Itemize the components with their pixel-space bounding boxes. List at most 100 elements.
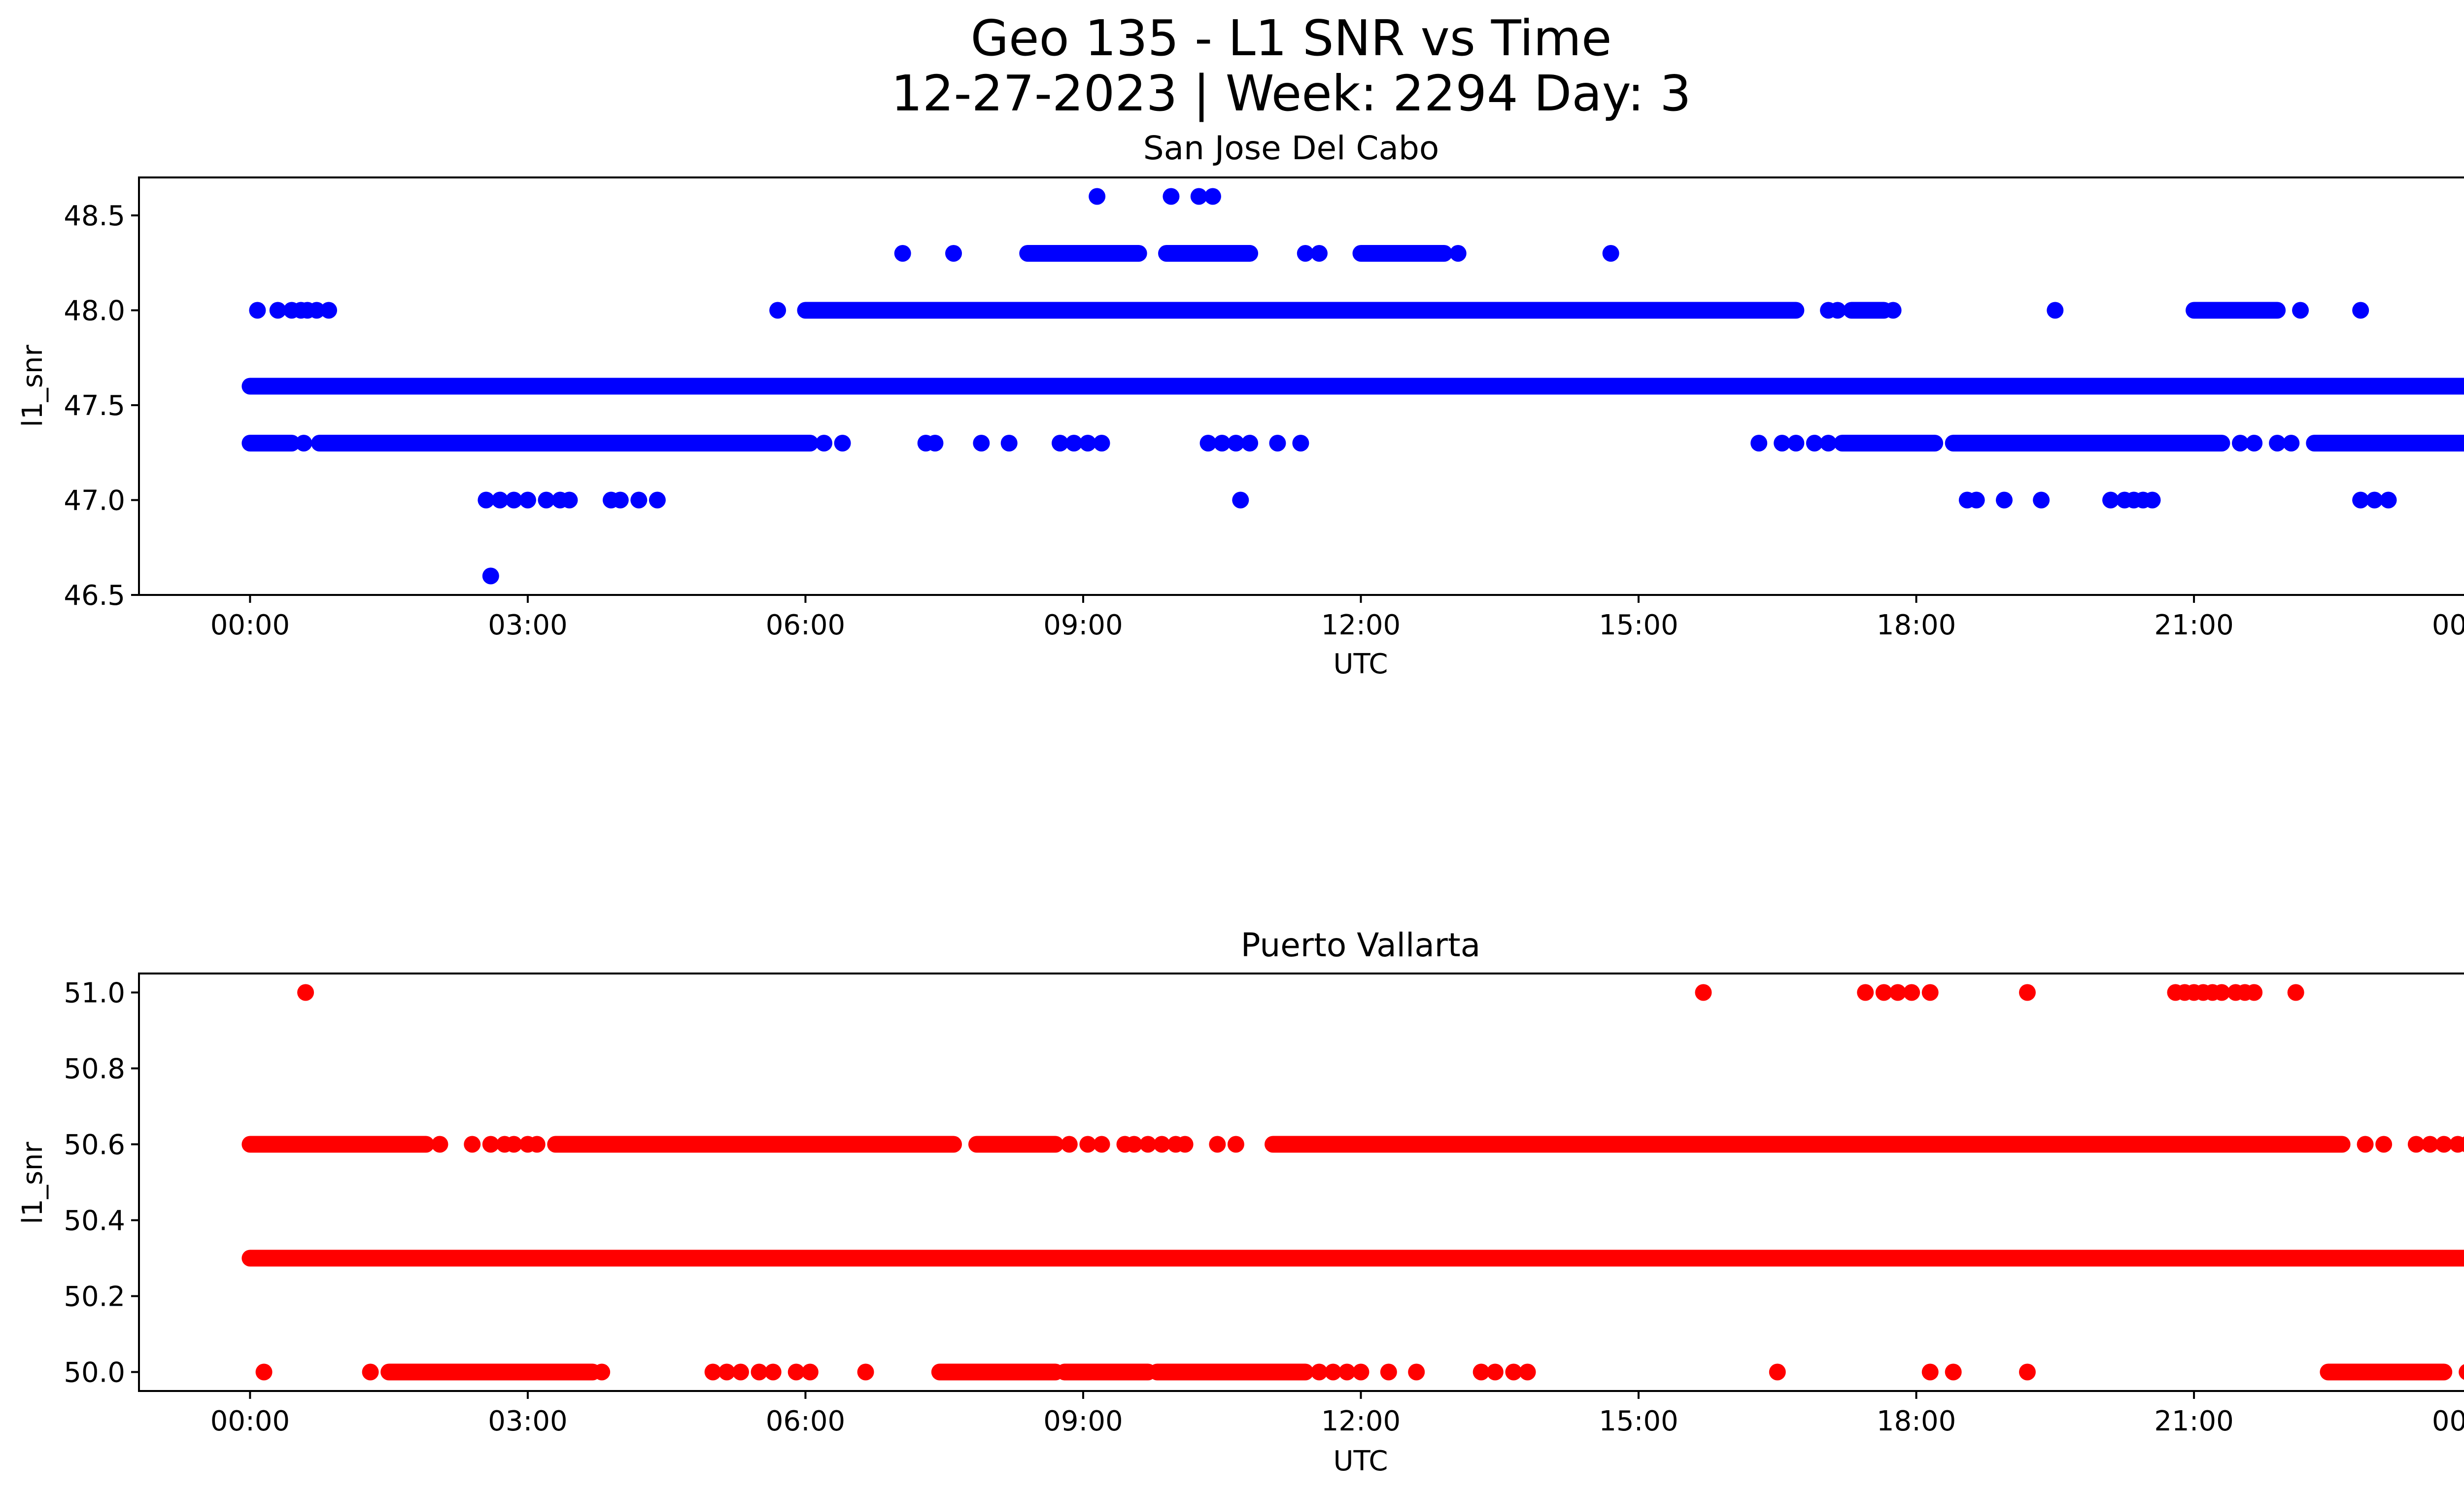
figure-title-line1: Geo 135 - L1 SNR vs Time: [971, 9, 1612, 67]
x-tick-label: 00:00: [210, 609, 290, 641]
data-point-27: [1806, 435, 1823, 452]
data-point-27: [1093, 1136, 1110, 1153]
data-point-76: [1204, 188, 1221, 205]
data-point-45: [593, 1363, 611, 1381]
data-point-63: [1519, 1363, 1536, 1381]
data-point-59: [482, 567, 499, 585]
data-point-75: [1190, 188, 1207, 205]
data-point-34: [1209, 1136, 1226, 1153]
data-point-13: [2213, 984, 2230, 1001]
data-point-46: [1232, 491, 1249, 509]
data-point-36: [491, 491, 509, 509]
data-point-72: [1602, 245, 1619, 262]
y-axis-label: l1_snr: [17, 1142, 49, 1224]
data-point-4: [1889, 984, 1906, 1001]
x-tick-label: 03:00: [488, 609, 567, 641]
data-point-29: [1866, 435, 1883, 452]
data-point-2: [1857, 984, 1874, 1001]
data-point-70: [1310, 245, 1328, 262]
data-point-19: [464, 1136, 481, 1153]
panel-san-jose-del-cabo: San Jose Del Cabo 00:00 03:00 06:00 09:00 12…: [17, 129, 2464, 680]
data-point-8: [816, 435, 833, 452]
data-point-40: [2435, 1136, 2453, 1153]
data-point-66: [2352, 302, 2369, 319]
data-point-67: [2019, 1363, 2036, 1381]
data-point-3: [1875, 984, 1892, 1001]
data-point-37: [505, 491, 522, 509]
data-point-44: [630, 491, 648, 509]
data-point-57: [1352, 1363, 1369, 1381]
x-tick-label: 03:00: [488, 1405, 567, 1437]
data-point-30: [1139, 1136, 1157, 1153]
y-tick-label: 47.0: [64, 485, 125, 517]
data-point-67: [894, 245, 911, 262]
data-point-22: [505, 1136, 522, 1153]
data-point-0: [297, 984, 314, 1001]
x-tick-label: 12:00: [1321, 1405, 1401, 1437]
data-point-35: [478, 491, 495, 509]
data-point-53: [857, 1363, 874, 1381]
data-point-54: [1310, 1363, 1328, 1381]
data-point-21: [1241, 435, 1259, 452]
data-point-47: [718, 1363, 735, 1381]
data-point-55: [1325, 1363, 1342, 1381]
data-points: [241, 984, 2464, 1381]
x-tick-label: 06:00: [766, 609, 845, 641]
data-point-20: [1227, 435, 1244, 452]
y-tick-label: 50.6: [64, 1129, 125, 1161]
x-tick-label: 21:00: [2154, 609, 2233, 641]
data-point-41: [561, 491, 578, 509]
y-axis-ticks: 50.0 50.2 50.4 50.6 50.8 51.0: [64, 977, 139, 1389]
data-point-39: [538, 491, 555, 509]
data-point-6: [320, 302, 338, 319]
data-point-5: [308, 302, 325, 319]
x-axis-ticks: 00:00 03:00 06:00 09:00 12:00 15:00 18:00 21:00…: [210, 1391, 2464, 1437]
x-tick-label: 06:00: [766, 1405, 845, 1437]
data-point-34: [2283, 435, 2300, 452]
x-tick-label: 12:00: [1321, 609, 1401, 641]
data-point-0: [249, 302, 266, 319]
x-tick-label: 18:00: [1877, 1405, 1956, 1437]
data-point-46: [704, 1363, 721, 1381]
data-point-31: [2231, 435, 2249, 452]
panel-title: San Jose Del Cabo: [1143, 129, 1439, 167]
y-tick-label: 50.4: [64, 1205, 125, 1237]
data-point-25: [1061, 1136, 1078, 1153]
data-point-25: [1774, 435, 1791, 452]
data-point-26: [1787, 435, 1805, 452]
data-point-65: [1921, 1363, 1939, 1381]
x-tick-label: 09:00: [1043, 609, 1123, 641]
data-point-42: [2459, 1136, 2464, 1152]
data-point-11: [926, 435, 944, 452]
y-tick-label: 50.8: [64, 1053, 125, 1085]
y-tick-label: 48.5: [64, 200, 125, 232]
x-axis-label: UTC: [1333, 648, 1388, 680]
x-tick-label: 18:00: [1877, 609, 1956, 641]
x-tick-label: 09:00: [1043, 1405, 1123, 1437]
data-point-59: [1408, 1363, 1425, 1381]
data-point-71: [1449, 245, 1467, 262]
x-axis-label: UTC: [1333, 1445, 1388, 1477]
data-point-16: [1079, 435, 1096, 452]
data-point-38: [2407, 1136, 2425, 1153]
data-point-12: [973, 435, 990, 452]
data-point-33: [2269, 435, 2286, 452]
data-point-69: [1297, 245, 1314, 262]
data-point-57: [2366, 491, 2383, 509]
data-point-36: [2357, 1136, 2374, 1153]
data-point-50: [2033, 491, 2050, 509]
data-point-32: [2246, 435, 2263, 452]
data-point-68: [2459, 1364, 2464, 1380]
data-point-56: [2352, 491, 2369, 509]
data-point-49: [1995, 491, 2013, 509]
y-tick-label: 47.5: [64, 390, 125, 422]
x-tick-label: 00:00: [2432, 1405, 2464, 1437]
data-point-62: [1829, 302, 1846, 319]
data-point-48: [732, 1363, 749, 1381]
data-point-13: [1000, 435, 1018, 452]
x-tick-label: 15:00: [1599, 609, 1678, 641]
data-point-24: [528, 1136, 546, 1153]
panel-puerto-vallarta: Puerto Vallarta 00:00 03:00 06:00 09:00 12:0…: [17, 926, 2464, 1477]
y-tick-label: 50.2: [64, 1281, 125, 1313]
data-point-44: [362, 1363, 379, 1381]
